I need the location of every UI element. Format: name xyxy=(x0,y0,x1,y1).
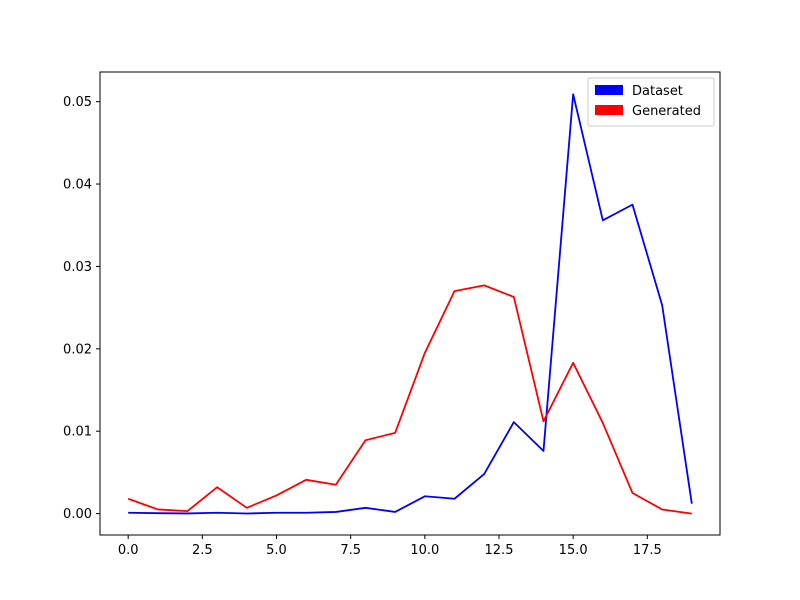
y-tick-label: 0.00 xyxy=(63,507,92,522)
series-line-dataset xyxy=(128,93,693,515)
x-tick-label: 2.5 xyxy=(192,543,213,558)
plot-frame xyxy=(99,71,721,536)
series-line-generated xyxy=(127,284,692,515)
legend-swatch-dataset xyxy=(595,85,623,95)
x-tick-label: 15.0 xyxy=(559,543,588,558)
x-tick-label: 17.5 xyxy=(633,543,662,558)
y-tick-label: 0.05 xyxy=(63,95,92,110)
x-tick-label: 7.5 xyxy=(340,543,361,558)
legend-label-generated: Generated xyxy=(632,104,701,119)
legend-swatch-generated xyxy=(595,105,623,115)
x-axis: 0.0 2.5 5.0 7.5 10.0 12.5 15.0 17.5 xyxy=(118,535,662,558)
x-tick-label: 5.0 xyxy=(266,543,287,558)
y-tick-label: 0.04 xyxy=(63,178,92,193)
y-tick-label: 0.01 xyxy=(63,425,92,440)
x-tick-label: 10.0 xyxy=(410,543,439,558)
y-tick-label: 0.02 xyxy=(63,342,92,357)
series-layer xyxy=(127,93,693,515)
x-tick-label: 0.0 xyxy=(118,543,139,558)
x-tick-label: 12.5 xyxy=(485,543,514,558)
legend: Dataset Generated xyxy=(587,77,715,127)
legend-label-dataset: Dataset xyxy=(632,84,683,99)
y-tick-label: 0.03 xyxy=(63,260,92,275)
y-axis: 0.00 0.01 0.02 0.03 0.04 0.05 xyxy=(63,95,100,522)
